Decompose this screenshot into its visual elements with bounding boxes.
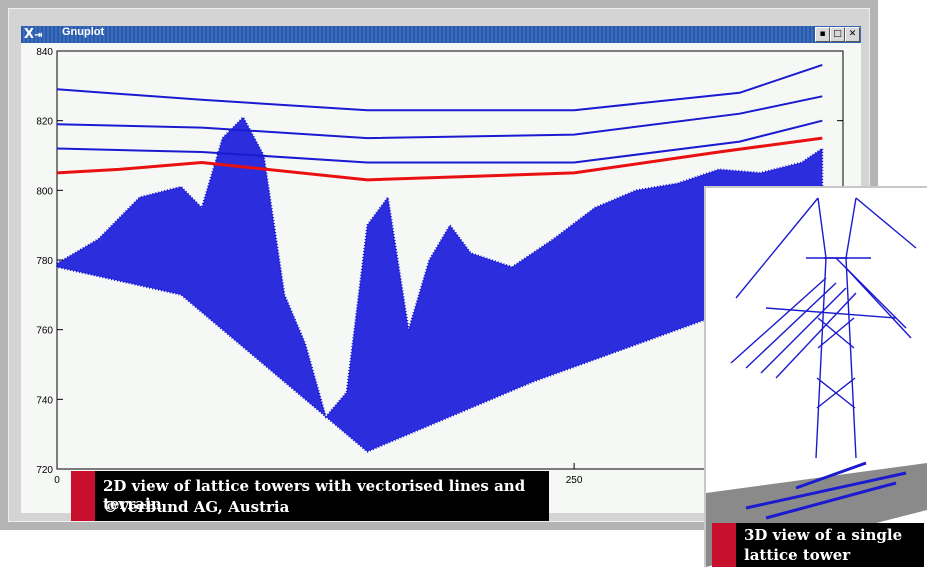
inset-caption: 3D view of a single lattice tower [712,523,924,567]
x-tick-label: 250 [566,475,583,486]
y-tick-label: 780 [36,256,53,267]
y-tick-label: 800 [36,186,53,197]
vectorised-line [56,136,823,182]
close-button[interactable]: ✕ [845,27,860,42]
power-wire [56,63,823,112]
inset-caption-line1: 3D view of a single [744,526,903,544]
minimize-button[interactable]: ▪ [815,27,830,42]
maximize-button[interactable]: □ [830,27,845,42]
inset-caption-accent-bar [712,523,736,567]
x11-logo-icon: X⇥ [24,27,43,42]
y-tick-label: 720 [36,465,53,476]
tower-wireframe [730,197,917,459]
y-tick-label: 820 [36,117,53,128]
tower-3d-view [704,186,927,567]
terrain-point-cloud [56,115,824,453]
tower-base-points [745,461,907,520]
y-tick-label: 760 [36,326,53,337]
main-caption-line1: 2D view of lattice towers with vectorise… [103,477,526,513]
caption-accent-bar [71,471,95,521]
power-wire [56,95,823,140]
inset-caption-line2: lattice tower [744,546,851,564]
window-title: Gnuplot [62,26,105,38]
title-bar[interactable]: X⇥ Gnuplot ▪ □ ✕ [21,26,861,43]
tower-3d-image [706,197,927,567]
scatter-plot: 720 740 760 780 800 820 840 0 250 [36,47,844,486]
y-tick-label: 740 [36,395,53,406]
x-tick-label: 0 [54,475,60,486]
y-tick-label: 840 [36,47,53,58]
power-wire [56,119,823,164]
main-caption-line2: ©Verbund AG, Austria [103,498,290,516]
main-caption: 2D view of lattice towers with vectorise… [71,471,549,521]
